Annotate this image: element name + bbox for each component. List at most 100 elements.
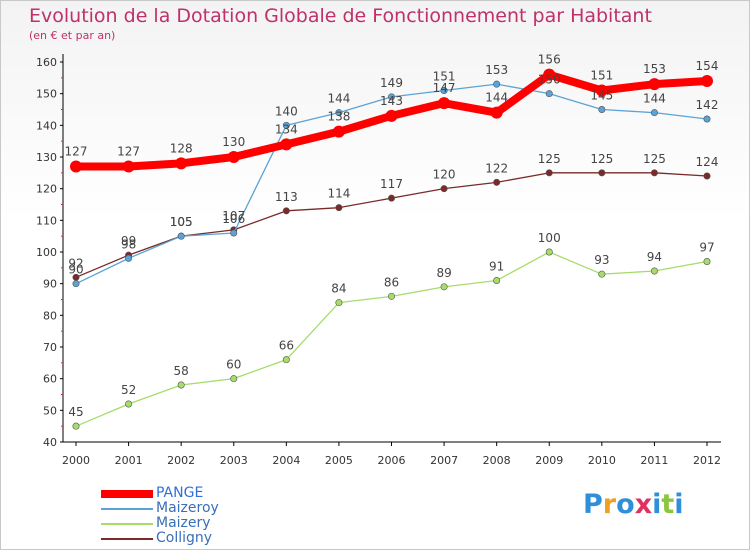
data-point-pange xyxy=(438,97,451,110)
y-tick-label: 90 xyxy=(43,278,57,291)
data-label-pange: 151 xyxy=(590,69,613,83)
data-label-pange: 147 xyxy=(433,81,456,95)
data-label-colligny: 105 xyxy=(170,215,193,229)
data-label-colligny: 124 xyxy=(696,155,719,169)
data-label-pange: 138 xyxy=(327,110,350,124)
x-tick-label: 2010 xyxy=(588,454,616,467)
logo-letter: t xyxy=(661,489,675,520)
y-tick-label: 60 xyxy=(43,373,57,386)
data-point-maizery xyxy=(335,299,343,307)
legend-label: PANGE xyxy=(156,485,204,501)
y-tick-label: 70 xyxy=(43,341,57,354)
data-label-maizeroy: 149 xyxy=(380,76,403,90)
data-point-maizeroy xyxy=(440,87,448,95)
data-point-colligny xyxy=(650,169,658,177)
data-point-maizery xyxy=(598,270,606,278)
data-point-colligny xyxy=(545,169,553,177)
logo-letter: i xyxy=(652,489,662,520)
data-label-colligny: 99 xyxy=(121,234,136,248)
data-point-pange xyxy=(280,138,293,151)
proxiti-logo: Proxiti xyxy=(583,489,684,520)
data-label-maizery: 93 xyxy=(594,253,609,267)
legend-label: Maizeroy xyxy=(156,500,219,516)
data-point-maizery xyxy=(545,248,553,256)
x-tick-label: 2006 xyxy=(378,454,406,467)
data-point-maizeroy xyxy=(335,109,343,117)
data-label-maizeroy: 153 xyxy=(485,63,508,77)
data-label-maizeroy: 151 xyxy=(433,70,456,84)
data-point-pange xyxy=(595,84,608,97)
data-labels: 45 52 58 60 66 84 86 89 91 100 93 94 97 92 99 105 107 113… xyxy=(65,53,719,419)
x-tick-label: 2012 xyxy=(693,454,721,467)
y-tick-label: 160 xyxy=(36,56,57,69)
data-label-colligny: 114 xyxy=(327,187,350,201)
y-tick-label: 150 xyxy=(36,88,57,101)
data-label-colligny: 120 xyxy=(433,168,456,182)
data-label-pange: 128 xyxy=(170,141,193,155)
logo-letter: x xyxy=(634,489,653,520)
data-point-colligny xyxy=(335,204,343,212)
data-label-colligny: 125 xyxy=(643,152,666,166)
chart-title: Evolution de la Dotation Globale de Fonc… xyxy=(29,5,652,27)
data-label-maizery: 100 xyxy=(538,231,561,245)
axes: 40 50 60 70 80 90 100 110 120 130 140 150 160 2000 200… xyxy=(36,54,721,467)
data-label-maizery: 45 xyxy=(68,405,83,419)
data-point-maizery xyxy=(230,375,238,383)
data-label-maizeroy: 90 xyxy=(68,263,83,277)
data-label-maizery: 89 xyxy=(436,266,451,280)
data-label-maizery: 86 xyxy=(384,275,399,289)
data-point-pange xyxy=(227,151,240,163)
data-label-maizery: 58 xyxy=(174,364,189,378)
data-point-maizery xyxy=(125,400,133,408)
data-point-colligny xyxy=(387,194,395,202)
data-label-maizeroy: 150 xyxy=(538,73,561,87)
y-tick-label: 50 xyxy=(43,404,57,417)
x-tick-label: 2003 xyxy=(220,454,248,467)
data-label-pange: 127 xyxy=(65,145,88,159)
data-point-maizeroy xyxy=(230,229,238,237)
data-label-maizery: 52 xyxy=(121,383,136,397)
data-point-colligny xyxy=(703,172,711,180)
data-point-maizeroy xyxy=(72,280,80,288)
data-label-colligny: 92 xyxy=(68,256,83,270)
data-label-maizery: 84 xyxy=(331,282,346,296)
data-point-pange xyxy=(122,160,135,173)
data-label-maizeroy: 105 xyxy=(170,215,193,229)
data-point-pange xyxy=(648,78,661,91)
data-point-maizery xyxy=(282,356,290,364)
data-point-maizeroy xyxy=(650,109,658,117)
data-label-maizeroy: 106 xyxy=(222,212,245,226)
legend-swatch xyxy=(101,508,153,510)
logo-letter: o xyxy=(616,489,635,520)
y-tick-label: 120 xyxy=(36,183,57,196)
data-point-maizery xyxy=(440,283,448,291)
data-point-maizery xyxy=(387,292,395,300)
x-tick-label: 2007 xyxy=(430,454,458,467)
y-tick-label: 100 xyxy=(36,246,57,259)
data-label-maizery: 91 xyxy=(489,260,504,274)
legend-swatch xyxy=(101,538,153,540)
logo-letter: i xyxy=(674,489,684,520)
data-point-maizeroy xyxy=(282,121,290,129)
data-point-maizery xyxy=(493,276,501,284)
data-label-colligny: 107 xyxy=(222,209,245,223)
data-label-colligny: 122 xyxy=(485,161,508,175)
series-lines xyxy=(70,68,713,430)
data-point-pange xyxy=(543,68,556,81)
data-label-maizeroy: 144 xyxy=(643,92,666,106)
data-point-maizery xyxy=(72,422,80,430)
data-point-maizeroy xyxy=(387,93,395,101)
x-tick-label: 2005 xyxy=(325,454,353,467)
x-tick-label: 2000 xyxy=(62,454,90,467)
data-label-maizeroy: 145 xyxy=(590,89,613,103)
data-label-maizeroy: 98 xyxy=(121,237,136,251)
y-tick-label: 130 xyxy=(36,151,57,164)
data-point-maizeroy xyxy=(703,115,711,123)
x-tick-label: 2001 xyxy=(115,454,143,467)
y-tick-label: 80 xyxy=(43,309,57,322)
data-label-maizeroy: 142 xyxy=(696,98,719,112)
data-label-colligny: 125 xyxy=(590,152,613,166)
y-tick-label: 40 xyxy=(43,436,57,449)
